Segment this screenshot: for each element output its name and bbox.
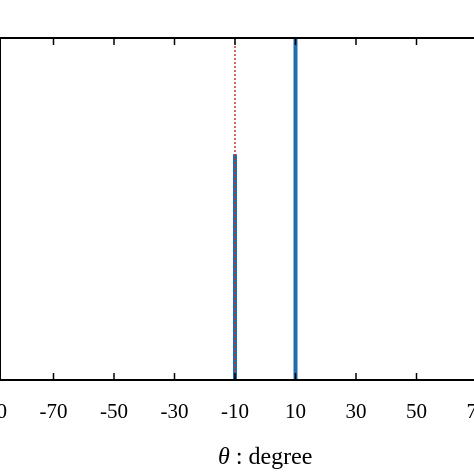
x-tick-label: -10 — [221, 399, 249, 423]
x-axis-label: θ : degree — [218, 444, 312, 470]
chart-marks — [233, 38, 298, 380]
x-tick-label: 70 — [467, 399, 474, 423]
x-tick-label: -70 — [40, 399, 68, 423]
x-axis-tick-labels: -90 -70 -50 -30 -10 10 30 50 70 — [0, 399, 474, 423]
x-tick-label: -30 — [161, 399, 189, 423]
x-axis-ticks — [52, 38, 418, 380]
x-tick-label: 30 — [346, 399, 367, 423]
x-tick-label: -50 — [100, 399, 128, 423]
x-tick-label: 10 — [285, 399, 306, 423]
x-axis-label-symbol: θ — [218, 444, 230, 470]
x-axis-label-text: : degree — [236, 444, 313, 470]
x-tick-label: -90 — [0, 399, 7, 423]
x-tick-label: 50 — [406, 399, 427, 423]
